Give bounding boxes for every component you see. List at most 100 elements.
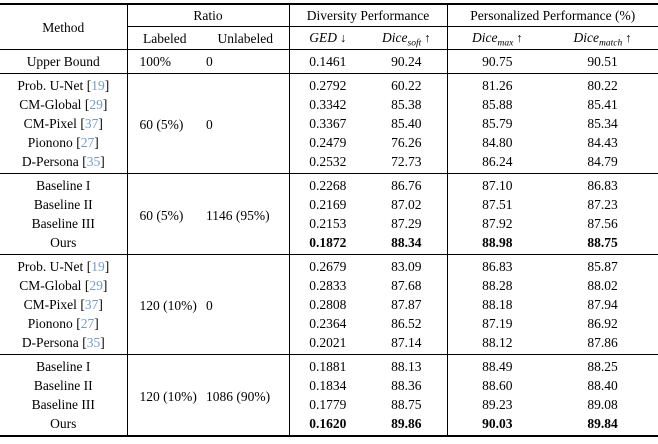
up-arrow-icon: ↑ — [516, 31, 523, 45]
labeled-ratio-cell: 120 (10%) — [139, 298, 197, 313]
metric-subscript: max — [497, 38, 514, 49]
col-header-dice-max: Dicemax ↑ — [447, 27, 547, 50]
citation-link[interactable]: 29 — [89, 97, 103, 112]
group-header-personalized: Personalized Performance (%) — [447, 4, 658, 27]
method-label: CM-Global — [19, 97, 82, 112]
citation-link[interactable]: 29 — [89, 278, 103, 293]
dice-match-value: 84.79 — [587, 154, 618, 169]
dice-soft-value: 60.22 — [366, 73, 448, 95]
ged-value: 0.2021 — [309, 335, 347, 350]
unlabeled-ratio-cell: 0 — [202, 73, 290, 174]
col-header-labeled: Labeled — [143, 30, 187, 46]
ged-value: 0.1779 — [309, 397, 347, 412]
col-header-dice-soft: Dicesoft ↑ — [366, 26, 448, 50]
up-arrow-icon: ↑ — [424, 31, 431, 45]
table-row: D-Persona [35] 0.2532 72.73 86.24 84.79 — [0, 152, 658, 174]
table-block-0: Upper Bound 100% 0 0.1461 90.24 90.75 90.51 — [0, 49, 658, 74]
dice-soft-value: 87.14 — [366, 333, 448, 355]
dice-match-value: 87.56 — [587, 216, 618, 231]
table-row: Upper Bound 100% 0 0.1461 90.24 90.75 90.51 — [0, 49, 658, 74]
labeled-ratio-cell: 100% — [139, 54, 172, 69]
method-cell: Prob. U-Net [19] — [0, 254, 128, 276]
citation-link[interactable]: 19 — [91, 259, 105, 274]
table-row: Baseline III 0.1779 88.75 89.23 89.08 — [0, 395, 658, 414]
method-label: Baseline I — [36, 178, 91, 193]
labeled-ratio-cell: 120 (10%) — [139, 388, 197, 404]
col-header-method: Method — [0, 4, 128, 50]
table-row: Ours 0.1620 89.86 90.03 89.84 — [0, 414, 658, 436]
metric-name: Dice — [573, 30, 599, 45]
ged-value: 0.2532 — [309, 154, 347, 169]
table-row: CM-Pixel [37] 0.2808 87.87 88.18 87.94 — [0, 295, 658, 314]
dice-match-value: 86.92 — [587, 316, 618, 331]
citation-link[interactable]: 37 — [84, 116, 99, 131]
dice-match-value: 88.02 — [587, 278, 618, 293]
labeled-ratio-cell: 60 (5%) — [139, 117, 184, 132]
dice-max-value: 88.49 — [482, 359, 513, 374]
table-header: Method Ratio Diversity Performance Perso… — [0, 4, 658, 50]
method-label: CM-Global — [19, 278, 82, 293]
dice-max-value: 88.98 — [482, 235, 513, 250]
col-header-dice-match: Dicematch ↑ — [547, 27, 658, 50]
method-cell: Upper Bound — [0, 49, 128, 74]
dice-match-value: 87.86 — [587, 335, 618, 350]
table-row: Baseline III 0.2153 87.29 87.92 87.56 — [0, 214, 658, 233]
ged-value: 0.2364 — [309, 316, 347, 331]
dice-soft-value: 88.34 — [366, 233, 448, 255]
table-row: Prob. U-Net [19] 60 (5%) 0 0.2792 60.22 81.26… — [0, 73, 658, 174]
ged-value: 0.2153 — [309, 216, 347, 231]
method-cell: D-Persona [35] — [0, 152, 128, 174]
dice-match-value: 88.75 — [587, 235, 618, 250]
dice-max-value: 88.12 — [482, 335, 513, 350]
method-label: CM-Pixel — [23, 116, 77, 131]
table-row: CM-Global [29] 0.3342 85.38 85.88 85.41 — [0, 95, 658, 114]
method-label: Baseline II — [33, 197, 93, 212]
dice-soft-value: 86.52 — [366, 314, 448, 333]
method-label: Pionono — [27, 135, 73, 150]
dice-max-value: 87.92 — [482, 216, 513, 231]
dice-match-value: 85.34 — [587, 116, 618, 131]
table-row: Prob. U-Net [19] 120 (10%) 0 0.2679 83.09 86.… — [0, 254, 658, 355]
method-label: D-Persona — [21, 154, 79, 169]
dice-soft-value: 90.24 — [366, 49, 448, 74]
dice-max-value: 88.18 — [482, 297, 513, 312]
down-arrow-icon: ↓ — [340, 31, 347, 45]
dice-max-value: 84.80 — [482, 135, 513, 150]
method-cell: Ours — [0, 414, 128, 436]
dice-max-value: 89.23 — [482, 397, 513, 412]
dice-max-value: 87.19 — [482, 316, 513, 331]
method-label: Baseline III — [31, 216, 95, 231]
method-cell: CM-Pixel [37] — [0, 114, 128, 133]
citation-link[interactable]: 19 — [91, 78, 105, 93]
method-cell: CM-Global [29] — [0, 276, 128, 295]
dice-soft-value: 72.73 — [366, 152, 448, 174]
dice-max-value: 85.88 — [482, 97, 513, 112]
dice-soft-value: 87.02 — [366, 195, 448, 214]
table-row: Pionono [27] 0.2479 76.26 84.80 84.43 — [0, 133, 658, 152]
table-row: D-Persona [35] 0.2021 87.14 88.12 87.86 — [0, 333, 658, 355]
dice-max-value: 87.10 — [482, 178, 513, 193]
ged-value: 0.2268 — [309, 178, 347, 193]
dice-match-value: 88.40 — [587, 378, 618, 393]
citation-link[interactable]: 27 — [80, 135, 95, 150]
dice-soft-value: 87.29 — [366, 214, 448, 233]
metric-subscript: match — [599, 38, 623, 49]
dice-match-value: 89.08 — [587, 397, 618, 412]
citation-link[interactable]: 27 — [80, 316, 95, 331]
dice-match-value: 87.94 — [587, 297, 618, 312]
method-label: Prob. U-Net — [17, 78, 84, 93]
dice-match-value: 86.83 — [587, 178, 618, 193]
method-label: Ours — [50, 235, 77, 250]
citation-link[interactable]: 37 — [84, 297, 99, 312]
citation-link[interactable]: 35 — [86, 335, 101, 350]
method-cell: Baseline II — [0, 195, 128, 214]
method-cell: Ours — [0, 233, 128, 255]
method-cell: Pionono [27] — [0, 133, 128, 152]
method-cell: Pionono [27] — [0, 314, 128, 333]
ged-value: 0.2808 — [309, 297, 347, 312]
dice-match-value: 85.41 — [587, 97, 618, 112]
dice-soft-value: 86.76 — [366, 173, 448, 195]
citation-link[interactable]: 35 — [86, 154, 101, 169]
ged-value: 0.1620 — [309, 416, 347, 431]
